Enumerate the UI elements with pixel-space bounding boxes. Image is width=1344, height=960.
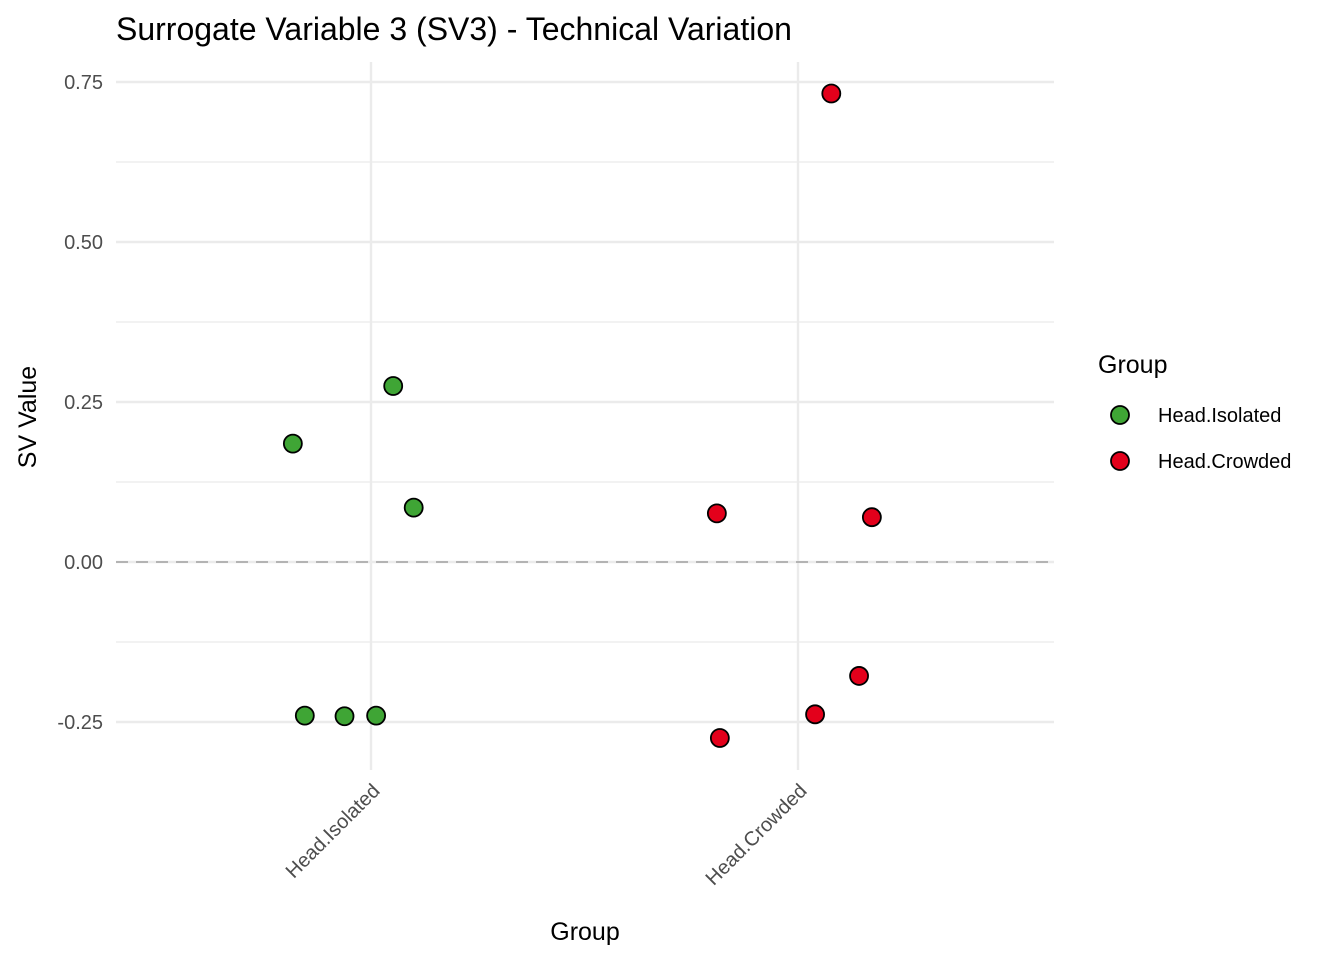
legend: Group Head.Isolated Head.Crowded <box>1098 351 1291 473</box>
x-axis-ticks: Head.Isolated Head.Crowded <box>282 780 812 890</box>
legend-key <box>1110 451 1130 471</box>
data-point <box>282 433 303 454</box>
data-point <box>366 705 387 726</box>
y-tick-label: 0.75 <box>64 72 103 94</box>
legend-label: Head.Isolated <box>1158 405 1281 427</box>
legend-label: Head.Crowded <box>1158 451 1291 473</box>
y-tick-label: -0.25 <box>57 712 103 734</box>
x-tick-label: Head.Crowded <box>702 780 812 890</box>
data-point <box>861 507 882 528</box>
data-points <box>282 83 882 748</box>
data-point <box>805 704 825 725</box>
legend-key <box>1110 405 1130 425</box>
data-point <box>849 666 869 686</box>
y-tick-label: 0.50 <box>64 232 103 254</box>
x-axis-title: Group <box>550 918 619 946</box>
chart-title: Surrogate Variable 3 (SV3) - Technical V… <box>116 11 792 47</box>
data-point <box>709 728 730 748</box>
y-tick-label: 0.25 <box>64 392 103 414</box>
grid <box>116 62 1054 770</box>
y-tick-label: 0.00 <box>64 552 103 574</box>
y-axis-title: SV Value <box>14 366 42 468</box>
y-axis-ticks: -0.25 0.00 0.25 0.50 0.75 <box>57 72 103 734</box>
data-point <box>706 503 727 524</box>
data-point <box>383 376 404 396</box>
data-point <box>821 83 842 104</box>
legend-title: Group <box>1098 351 1167 379</box>
data-point <box>334 706 355 727</box>
data-point <box>294 705 315 726</box>
data-point <box>403 497 424 518</box>
x-tick-label: Head.Isolated <box>282 780 385 883</box>
